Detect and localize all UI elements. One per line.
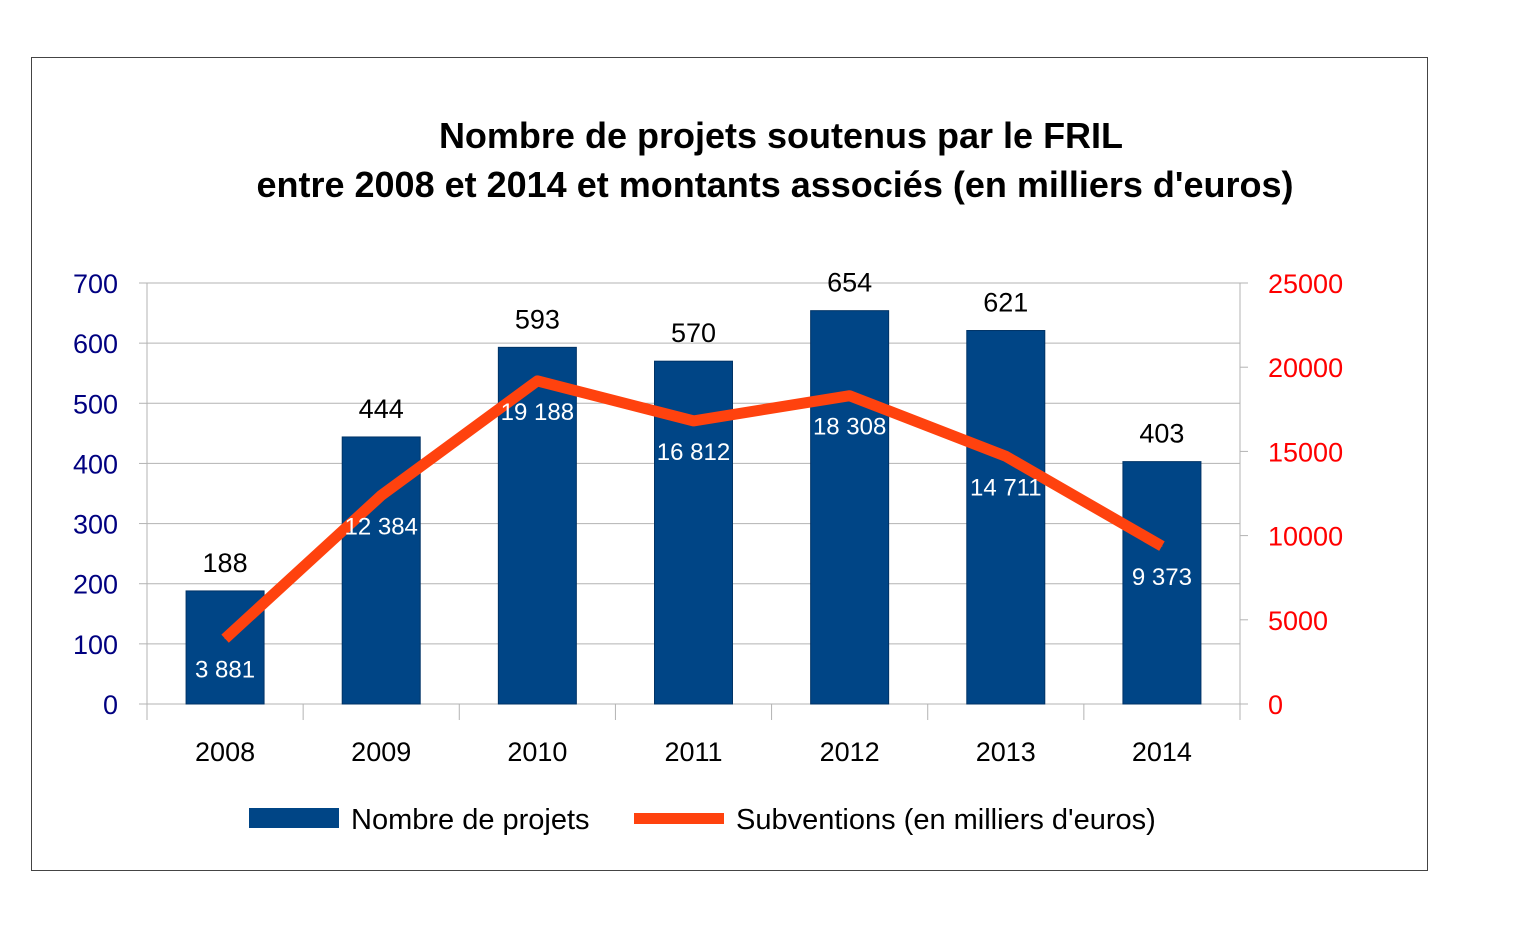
bar-value-label: 654 (827, 268, 872, 298)
line-value-label: 3 881 (195, 657, 255, 684)
bar (966, 330, 1046, 705)
right-axis-tick-label: 0 (1268, 690, 1283, 720)
x-axis-tick-label: 2014 (1132, 737, 1192, 767)
legend: Nombre de projets Subventions (en millie… (249, 804, 1156, 836)
bar (497, 346, 577, 705)
line-value-label: 14 711 (970, 474, 1042, 501)
line-point (224, 638, 226, 640)
bar-value-label: 188 (203, 548, 248, 578)
x-axis-tick-label: 2010 (507, 737, 567, 767)
line-value-label: 16 812 (657, 439, 730, 466)
axes: 0 100 200 300 400 500 600 700 0 5000 10000 15000 200… (73, 269, 1343, 767)
right-axis-tick-label: 20000 (1268, 353, 1343, 383)
left-axis-tick-label: 200 (73, 570, 118, 600)
x-axis-tick-label: 2012 (820, 737, 880, 767)
x-axis-tick-label: 2009 (351, 737, 411, 767)
chart-title-line-2: entre 2008 et 2014 et montants associés … (256, 164, 1293, 205)
bar (1122, 461, 1202, 705)
bar-value-label: 444 (359, 394, 404, 424)
right-axis-tick-label: 25000 (1268, 269, 1343, 299)
bar-value-label: 403 (1139, 419, 1184, 449)
legend-swatch-bars (249, 808, 339, 828)
line-value-label: 9 373 (1132, 564, 1192, 591)
right-axis-tick-label: 15000 (1268, 437, 1343, 467)
left-axis-tick-label: 700 (73, 269, 118, 299)
bar (810, 310, 890, 705)
bar-series (185, 310, 1202, 705)
x-axis-tick-label: 2008 (195, 737, 255, 767)
right-axis-tick-label: 5000 (1268, 606, 1328, 636)
left-axis-tick-label: 100 (73, 630, 118, 660)
left-axis-tick-label: 600 (73, 329, 118, 359)
data-labels: 188 444 593 570 654 621 403 3 881 12 384 19 188 16… (195, 268, 1192, 684)
right-axis-tick-label: 10000 (1268, 522, 1343, 552)
line-point (849, 395, 851, 397)
chart-frame (31, 57, 1428, 871)
line-value-label: 19 188 (501, 399, 574, 426)
left-axis-tick-label: 500 (73, 389, 118, 419)
line-point (1161, 545, 1163, 547)
bar-value-label: 593 (515, 304, 560, 334)
gridlines (147, 282, 1240, 705)
legend-swatch-line (634, 813, 724, 824)
x-axis-tick-label: 2013 (976, 737, 1036, 767)
chart-title-line-1: Nombre de projets soutenus par le FRIL (439, 115, 1123, 156)
line-point (1005, 455, 1007, 457)
legend-label-line: Subventions (en milliers d'euros) (736, 804, 1156, 836)
bar-value-label: 570 (671, 318, 716, 348)
bar-value-label: 621 (983, 288, 1028, 318)
x-axis-tick-label: 2011 (664, 737, 722, 767)
line-series (221, 375, 1165, 643)
left-axis-tick-label: 400 (73, 449, 118, 479)
left-axis-tick-label: 0 (103, 690, 118, 720)
line-value-label: 12 384 (345, 513, 418, 540)
line-point (693, 420, 694, 422)
chart-title: Nombre de projets soutenus par le FRIL e… (256, 115, 1293, 205)
legend-label-bars: Nombre de projets (351, 804, 590, 836)
line-point (380, 494, 382, 496)
left-axis-tick-label: 300 (73, 510, 118, 540)
line-point (536, 380, 538, 382)
line-value-label: 18 308 (813, 414, 886, 441)
